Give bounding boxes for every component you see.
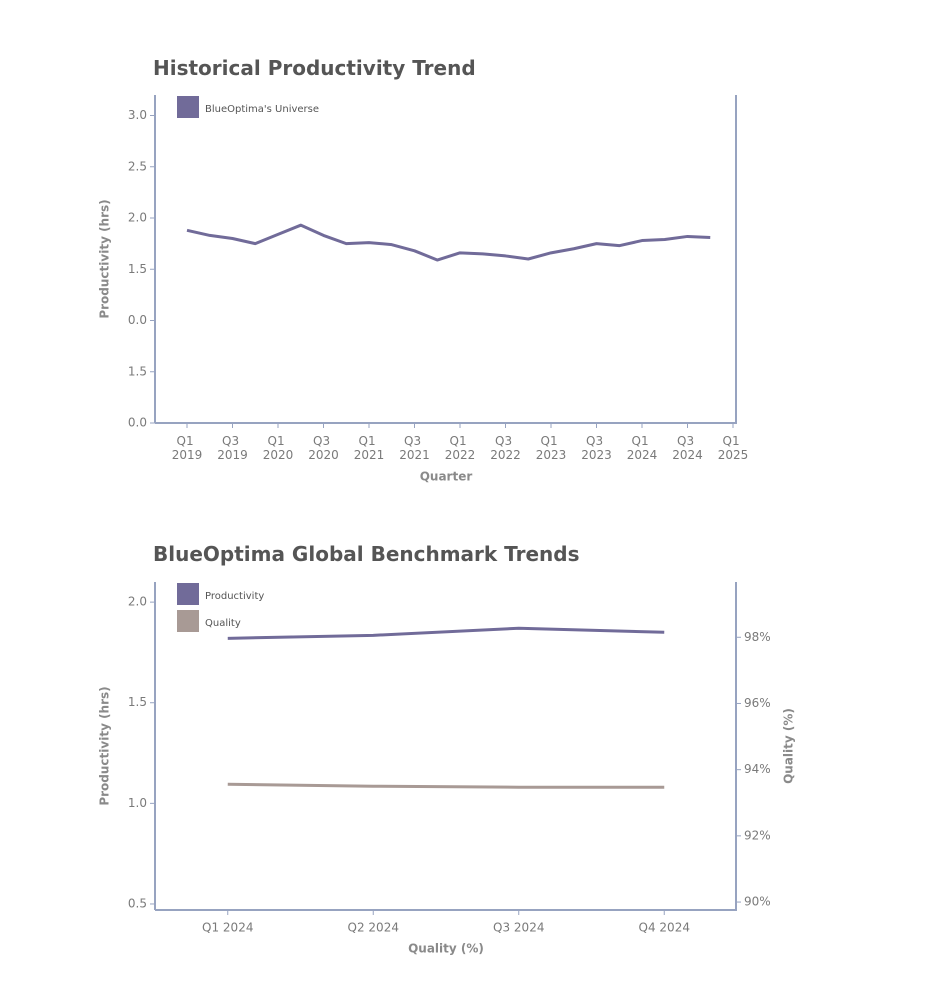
y2-tick-label: 94%	[744, 762, 771, 776]
x-tick-label: Q1 2021	[354, 434, 385, 462]
x-tick-label: Q3 2022	[490, 434, 521, 462]
series-line	[227, 626, 665, 640]
legend-swatch	[177, 610, 199, 632]
y-tick-label: 0.5	[128, 896, 147, 910]
y2-axis-title: Quality (%)	[782, 708, 796, 784]
y-tick-label: 0.0	[128, 416, 147, 430]
series-line	[227, 782, 665, 789]
chart-title: Historical Productivity Trend	[153, 56, 476, 80]
y-tick-label: 1.5	[128, 695, 147, 709]
y-tick-label: 1.5	[128, 262, 147, 276]
x-axis-title: Quality (%)	[408, 942, 484, 956]
x-tick-label: Q3 2020	[308, 434, 339, 462]
y-tick-label: 1.5	[128, 364, 147, 378]
x-tick-label: Q1 2022	[445, 434, 476, 462]
x-tick-label: Q3 2019	[217, 434, 248, 462]
y-tick-label: 3.0	[128, 108, 147, 122]
legend-label: Quality	[205, 618, 241, 629]
x-tick-label: Q2 2024	[348, 921, 399, 935]
chart-title: BlueOptima Global Benchmark Trends	[153, 542, 580, 566]
y-axis-title: Productivity (hrs)	[98, 686, 112, 805]
y2-tick-label: 96%	[744, 696, 771, 710]
x-tick-label: Q1 2019	[172, 434, 203, 462]
legend-label: BlueOptima's Universe	[205, 104, 319, 115]
legend-label: Productivity	[205, 591, 264, 602]
x-tick-label: Q1 2023	[536, 434, 567, 462]
x-tick-label: Q1 2024	[627, 434, 658, 462]
x-tick-label: Q1 2020	[263, 434, 294, 462]
x-tick-label: Q3 2024	[672, 434, 703, 462]
legend-swatch	[177, 583, 199, 605]
series-line	[186, 223, 711, 262]
chart: Historical Productivity Trend 0.0 1.5 0.0 1.…	[98, 56, 749, 484]
x-tick-label: Q3 2021	[399, 434, 430, 462]
x-axis-title: Quarter	[420, 470, 473, 484]
x-tick-label: Q3 2023	[581, 434, 612, 462]
chart: BlueOptima Global Benchmark Trends 0.5 1.0…	[98, 542, 796, 956]
x-tick-label: Q3 2024	[493, 921, 544, 935]
y-tick-label: 1.0	[128, 796, 147, 810]
y2-tick-label: 98%	[744, 630, 771, 644]
y2-tick-label: 90%	[744, 895, 771, 909]
x-tick-label: Q1 2024	[202, 921, 253, 935]
x-tick-label: Q4 2024	[639, 921, 690, 935]
y2-tick-label: 92%	[744, 828, 771, 842]
legend-swatch	[177, 96, 199, 118]
y-tick-label: 2.0	[128, 211, 147, 225]
y-tick-label: 0.0	[128, 313, 147, 327]
y-axis-title: Productivity (hrs)	[98, 199, 112, 318]
y-tick-label: 2.0	[128, 595, 147, 609]
x-tick-label: Q1 2025	[718, 434, 749, 462]
y-tick-label: 2.5	[128, 159, 147, 173]
